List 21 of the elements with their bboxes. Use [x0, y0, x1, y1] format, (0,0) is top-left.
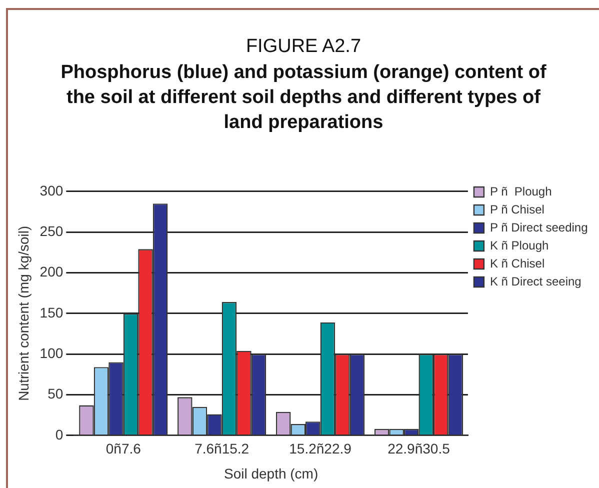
legend-label: K ñ Direct seeing	[490, 274, 582, 288]
legend-label: P ñ Plough	[490, 184, 552, 198]
y-tick-label: 300	[40, 182, 64, 198]
legend-label: P ñ Direct seeding	[490, 220, 588, 234]
legend-label: K ñ Chisel	[490, 256, 545, 270]
chart-title: FIGURE A2.7	[244, 36, 362, 58]
y-tick-label: 100	[40, 344, 64, 361]
y-tick-label: 250	[40, 222, 64, 239]
x-axis-title: Soil depth (cm)	[224, 465, 318, 482]
legend-label: K ñ Plough	[490, 238, 549, 252]
legend-label: P ñ Chisel	[490, 202, 544, 216]
x-tick-label: 15.2ñ22.9	[289, 440, 352, 457]
y-axis-title: Nutrient content (mg kg/soil)	[15, 226, 32, 401]
chart-subtitle: Phosphorus (blue) and potassium (orange) content of the soil at different soil depths and different types of land preparations	[60, 61, 548, 135]
x-tick-label: 22.9ñ30.5	[388, 440, 450, 457]
x-tick-label: 7.6ñ15.2	[194, 440, 250, 457]
y-tick-label: 200	[40, 264, 64, 280]
y-tick-label: 0	[55, 426, 64, 442]
y-tick-label: 150	[40, 304, 64, 320]
y-tick-label: 50	[48, 386, 64, 402]
x-tick-label: 0ñ7.6	[106, 440, 142, 457]
